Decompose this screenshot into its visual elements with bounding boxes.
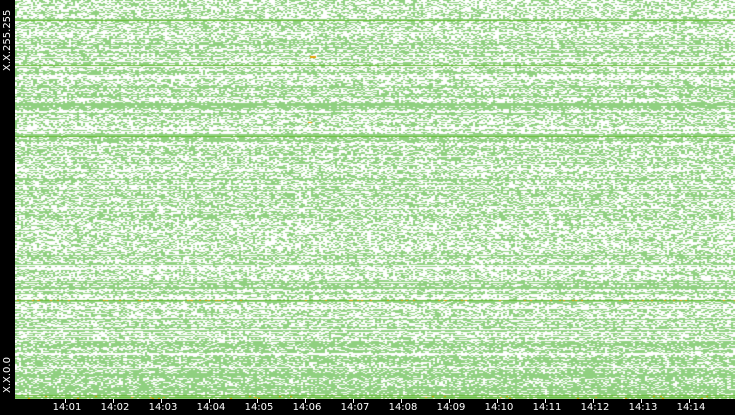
x-tick bbox=[593, 399, 594, 403]
x-tick-label: 14:07 bbox=[340, 402, 370, 413]
x-tick bbox=[353, 399, 354, 403]
x-tick-label: 14:09 bbox=[436, 402, 466, 413]
x-tick bbox=[449, 399, 450, 403]
x-tick-label: 14:10 bbox=[484, 402, 514, 413]
y-tick-label-bottom: X.X.0.0 bbox=[2, 357, 13, 393]
x-tick bbox=[113, 399, 114, 403]
x-tick-label: 14:05 bbox=[244, 402, 274, 413]
x-tick-label: 14:14 bbox=[676, 402, 706, 413]
x-tick-label: 14:02 bbox=[100, 402, 130, 413]
x-tick bbox=[641, 399, 642, 403]
x-tick-label: 14:13 bbox=[628, 402, 658, 413]
x-tick bbox=[689, 399, 690, 403]
x-tick-label: 14:08 bbox=[388, 402, 418, 413]
x-tick-label: 14:06 bbox=[292, 402, 322, 413]
x-tick bbox=[305, 399, 306, 403]
x-tick bbox=[497, 399, 498, 403]
x-tick bbox=[161, 399, 162, 403]
x-tick bbox=[545, 399, 546, 403]
x-tick-label: 14:04 bbox=[196, 402, 226, 413]
x-tick-label: 14:03 bbox=[148, 402, 178, 413]
x-tick bbox=[209, 399, 210, 403]
x-tick bbox=[257, 399, 258, 403]
plot-area bbox=[15, 0, 735, 399]
x-tick bbox=[65, 399, 66, 403]
x-tick-label: 14:01 bbox=[52, 402, 82, 413]
y-tick-label-top: X.X.255.255 bbox=[2, 9, 13, 71]
x-axis: 14:01 14:02 14:03 14:04 14:05 14:06 14:07 14:08… bbox=[0, 399, 735, 415]
x-tick bbox=[401, 399, 402, 403]
x-tick-label: 14:12 bbox=[580, 402, 610, 413]
x-tick-label: 14:11 bbox=[532, 402, 562, 413]
y-axis: X.X.255.255 X.X.0.0 bbox=[0, 0, 15, 399]
